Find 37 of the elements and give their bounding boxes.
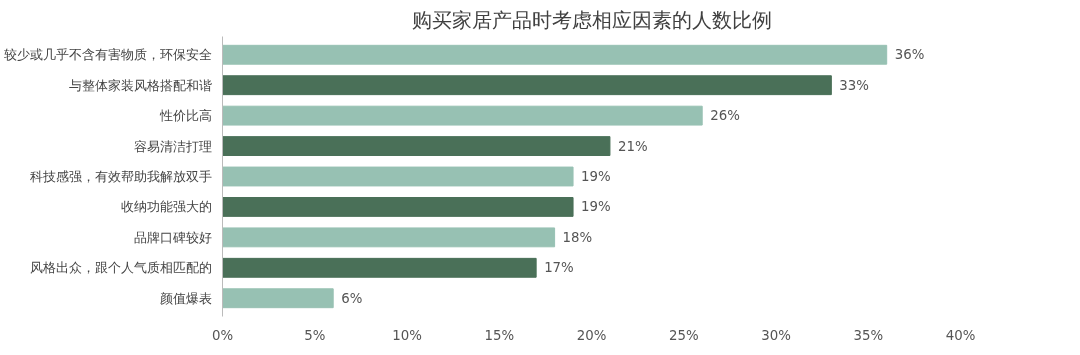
x-tick-label: 35% [853, 327, 884, 343]
y-tick-label: 风格出众，跟个人气质相匹配的 [29, 260, 212, 276]
bar [222, 136, 611, 156]
bar [222, 197, 574, 217]
x-tick-label: 20% [576, 327, 607, 343]
bar [222, 227, 556, 248]
data-label: 19% [581, 169, 611, 184]
x-tick-label: 30% [761, 327, 791, 343]
y-tick-label: 颜值爆表 [159, 290, 212, 306]
chart-title: 购买家居产品时考虑相应因素的人数比例 [411, 7, 772, 32]
y-tick-label: 性价比高 [158, 108, 212, 124]
y-tick-label: 较少或几乎不含有害物质，环保安全 [3, 47, 212, 63]
data-label: 33% [839, 77, 869, 93]
y-tick-label: 品牌口碑较好 [133, 229, 212, 245]
y-tick-label: 收纳功能强大的 [120, 199, 212, 215]
x-tick-label: 40% [945, 327, 976, 343]
data-label: 19% [581, 199, 611, 215]
data-label: 6% [341, 290, 363, 306]
x-tick-label: 10% [392, 327, 422, 343]
x-tick-label: 0% [211, 327, 234, 343]
bar [222, 288, 334, 309]
data-label: 26% [710, 108, 740, 124]
y-tick-label: 与整体家装风格搭配和谐 [68, 77, 212, 93]
bar [222, 75, 832, 96]
data-label: 18% [562, 229, 593, 245]
bar [222, 44, 888, 65]
data-label: 17% [544, 260, 574, 276]
bar [222, 166, 574, 187]
data-label: 21% [617, 138, 648, 154]
x-tick-label: 5% [304, 327, 326, 343]
x-tick-label: 25% [668, 327, 699, 343]
x-tick-label: 15% [484, 327, 515, 343]
bar [222, 257, 537, 278]
y-tick-label: 容易清洁打理 [133, 138, 212, 154]
bar [222, 105, 703, 126]
y-tick-label: 科技感强，有效帮助我解放双手 [29, 169, 212, 184]
data-label: 36% [894, 47, 925, 63]
